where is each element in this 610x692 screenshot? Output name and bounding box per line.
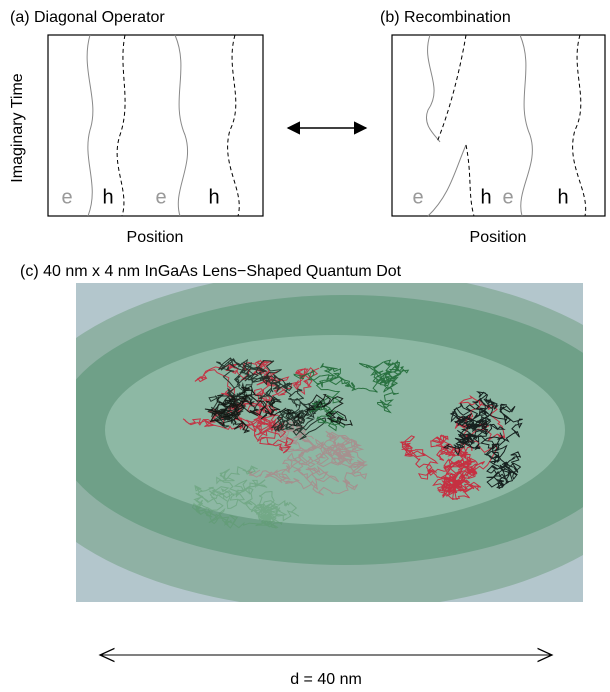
x-axis-label: Position	[470, 229, 527, 246]
particle-label: e	[61, 186, 72, 208]
panel-title: (c) 40 nm x 4 nm InGaAs Lens−Shaped Quan…	[20, 263, 402, 280]
particle-label: h	[102, 186, 113, 208]
particle-label: e	[502, 186, 513, 208]
x-axis-label: Position	[127, 229, 184, 246]
particle-label: h	[480, 186, 491, 208]
panel-box	[47, 34, 264, 217]
panel-box	[391, 34, 606, 217]
particle-label: e	[155, 186, 166, 208]
panel-title: (b) Recombination	[380, 9, 511, 26]
panel-title: (a) Diagonal Operator	[10, 9, 165, 26]
particle-label: e	[412, 186, 423, 208]
walk	[191, 465, 300, 529]
y-axis-label: Imaginary Time	[9, 73, 26, 182]
particle-label: h	[557, 186, 568, 208]
worldlines	[426, 34, 587, 217]
particle-label: h	[208, 186, 219, 208]
path-integrals	[182, 357, 523, 529]
quantum-dot-render	[76, 283, 583, 602]
walk	[204, 385, 353, 434]
scale-label: d = 40 nm	[290, 671, 362, 688]
walk	[293, 359, 410, 432]
walk	[442, 391, 523, 490]
worldlines	[86, 34, 240, 217]
walk	[399, 394, 506, 501]
